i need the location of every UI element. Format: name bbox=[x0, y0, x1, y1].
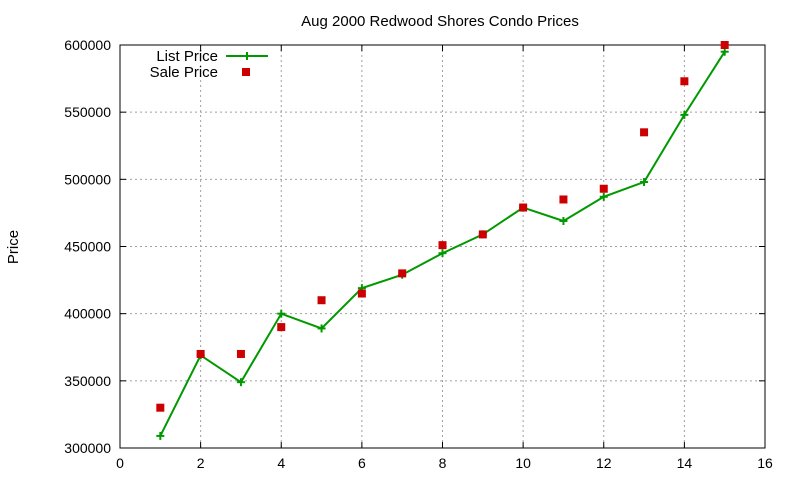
data-point bbox=[317, 324, 326, 333]
y-axis-label: Price bbox=[5, 230, 22, 264]
data-point bbox=[156, 403, 165, 412]
x-tick-label: 12 bbox=[596, 455, 612, 471]
y-tick-label: 500000 bbox=[64, 171, 111, 187]
data-point bbox=[559, 195, 568, 204]
data-point bbox=[680, 110, 689, 119]
x-tick-label: 10 bbox=[515, 455, 531, 471]
series-1 bbox=[156, 41, 729, 412]
y-tick-label: 300000 bbox=[64, 440, 111, 456]
x-tick-label: 0 bbox=[116, 455, 124, 471]
data-point bbox=[640, 128, 649, 137]
x-tick-label: 2 bbox=[197, 455, 205, 471]
data-point bbox=[156, 431, 165, 440]
data-point bbox=[640, 178, 649, 187]
data-point bbox=[519, 203, 528, 212]
legend-label: List Price bbox=[156, 48, 218, 65]
data-point bbox=[478, 230, 487, 239]
tick-layer: 0 2 4 6 8 10 12 14 16 300000 350000 400000 450000 500… bbox=[64, 37, 773, 471]
x-tick-label: 4 bbox=[277, 455, 285, 471]
data-point bbox=[438, 249, 447, 258]
series-layer bbox=[156, 41, 729, 440]
y-tick-label: 600000 bbox=[64, 37, 111, 53]
x-tick-label: 8 bbox=[439, 455, 447, 471]
data-point bbox=[398, 269, 407, 278]
data-point bbox=[357, 289, 366, 298]
data-point bbox=[720, 41, 729, 49]
data-point bbox=[680, 77, 689, 86]
data-point bbox=[720, 47, 729, 56]
legend-label: Sale Price bbox=[150, 64, 218, 81]
chart-title: Aug 2000 Redwood Shores Condo Prices bbox=[301, 13, 579, 30]
y-tick-label: 350000 bbox=[64, 373, 111, 389]
data-point bbox=[196, 349, 205, 358]
data-point bbox=[236, 378, 245, 387]
data-point bbox=[559, 216, 568, 225]
data-point bbox=[438, 241, 447, 250]
data-point bbox=[277, 309, 286, 318]
y-tick-label: 450000 bbox=[64, 239, 111, 255]
data-point bbox=[599, 192, 608, 201]
y-tick-label: 400000 bbox=[64, 306, 111, 322]
legend-marker bbox=[243, 52, 251, 60]
x-tick-label: 6 bbox=[358, 455, 366, 471]
legend-marker bbox=[242, 68, 250, 76]
x-tick-label: 14 bbox=[677, 455, 693, 471]
series-0 bbox=[156, 47, 729, 440]
data-point bbox=[317, 296, 326, 305]
x-tick-label: 16 bbox=[757, 455, 773, 471]
data-point bbox=[599, 184, 608, 193]
data-point bbox=[236, 349, 245, 358]
y-tick-label: 550000 bbox=[64, 104, 111, 120]
data-point bbox=[277, 323, 286, 332]
